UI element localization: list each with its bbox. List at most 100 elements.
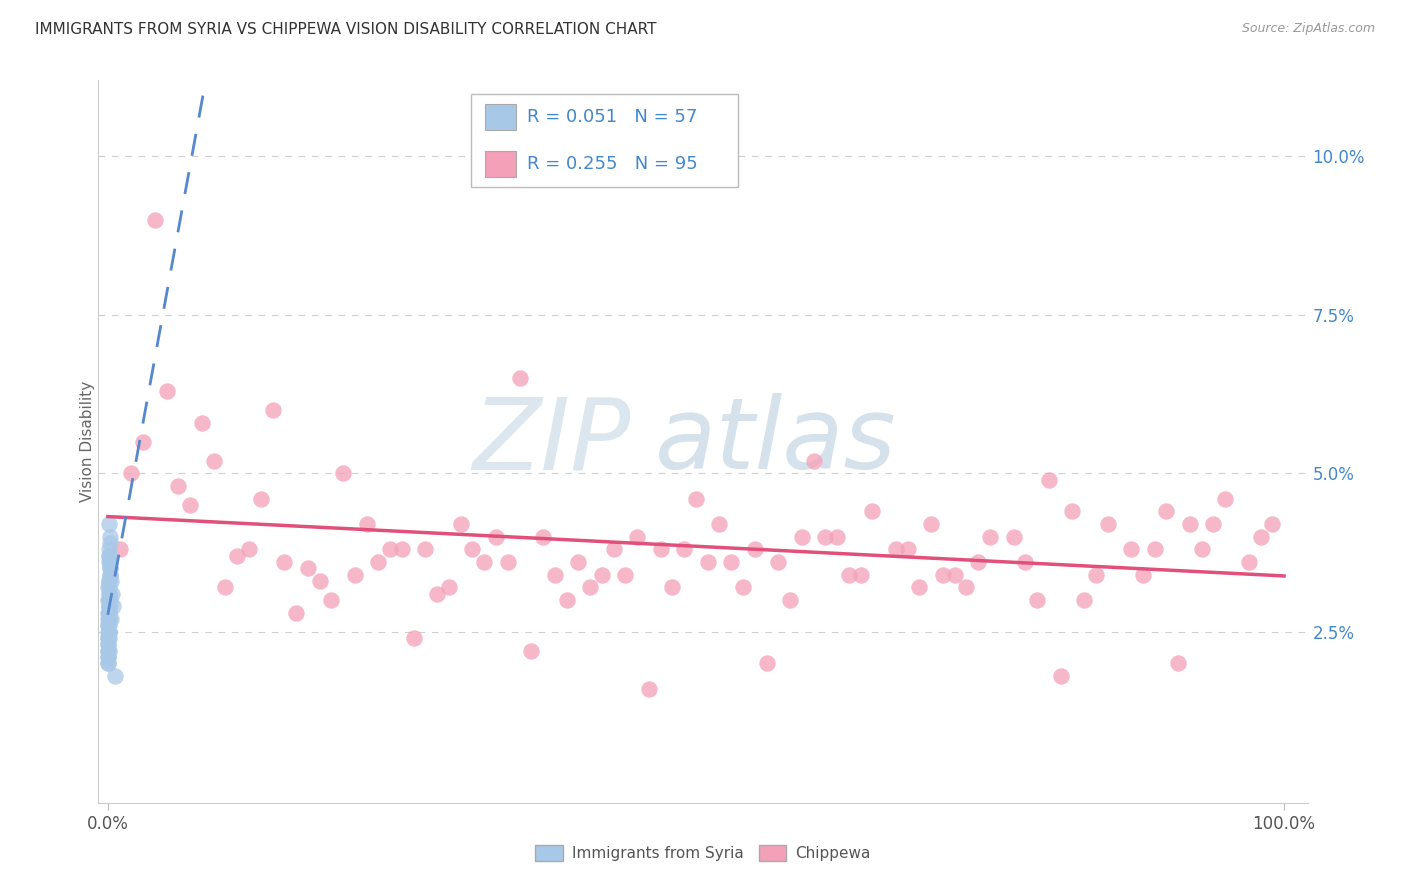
Point — [849, 567, 872, 582]
Point — [98, 606, 121, 620]
Point — [1132, 567, 1154, 582]
Point — [97, 624, 120, 639]
Point — [97, 587, 120, 601]
Point — [97, 580, 120, 594]
Point — [1049, 669, 1071, 683]
Point — [472, 555, 495, 569]
Point — [262, 402, 284, 417]
Point — [97, 574, 120, 588]
Point — [226, 549, 249, 563]
Point — [955, 580, 977, 594]
Text: ZIP: ZIP — [472, 393, 630, 490]
Point — [98, 542, 121, 557]
Point — [297, 561, 319, 575]
Point — [426, 587, 449, 601]
Point — [908, 580, 931, 594]
Point — [97, 599, 120, 614]
Point — [97, 612, 120, 626]
Point — [979, 530, 1001, 544]
Point — [884, 542, 907, 557]
Point — [202, 453, 225, 467]
Point — [249, 491, 271, 506]
Point — [496, 555, 519, 569]
Point — [156, 384, 179, 398]
Point — [273, 555, 295, 569]
Point — [555, 593, 578, 607]
Point — [97, 657, 120, 671]
Text: R = 0.255   N = 95: R = 0.255 N = 95 — [527, 155, 697, 173]
Point — [614, 567, 637, 582]
Point — [104, 669, 127, 683]
Point — [450, 516, 472, 531]
Point — [100, 574, 122, 588]
Point — [367, 555, 389, 569]
Point — [97, 650, 120, 665]
Point — [1156, 504, 1178, 518]
Point — [97, 618, 120, 632]
Point — [97, 624, 120, 639]
Point — [531, 530, 554, 544]
Point — [755, 657, 778, 671]
Point — [97, 637, 120, 651]
Point — [731, 580, 754, 594]
Point — [567, 555, 589, 569]
Point — [98, 555, 121, 569]
Point — [790, 530, 813, 544]
Text: IMMIGRANTS FROM SYRIA VS CHIPPEWA VISION DISABILITY CORRELATION CHART: IMMIGRANTS FROM SYRIA VS CHIPPEWA VISION… — [35, 22, 657, 37]
Point — [1261, 516, 1284, 531]
Point — [378, 542, 401, 557]
Point — [98, 567, 121, 582]
Point — [308, 574, 330, 588]
Point — [98, 612, 121, 626]
Point — [1084, 567, 1107, 582]
Point — [321, 593, 343, 607]
Point — [650, 542, 672, 557]
Point — [97, 650, 120, 665]
Point — [98, 606, 121, 620]
Point — [356, 516, 378, 531]
Point — [461, 542, 484, 557]
Point — [214, 580, 236, 594]
Point — [97, 612, 120, 626]
Point — [1178, 516, 1201, 531]
Point — [98, 593, 121, 607]
Point — [332, 467, 354, 481]
Point — [97, 606, 120, 620]
Point — [98, 561, 121, 575]
Text: atlas: atlas — [655, 393, 896, 490]
Point — [97, 624, 120, 639]
Point — [98, 516, 121, 531]
Point — [602, 542, 624, 557]
Point — [1202, 516, 1225, 531]
Point — [1014, 555, 1036, 569]
Point — [98, 587, 121, 601]
Point — [97, 606, 120, 620]
Point — [97, 618, 120, 632]
Point — [1250, 530, 1272, 544]
Point — [1191, 542, 1213, 557]
Point — [285, 606, 308, 620]
Point — [696, 555, 718, 569]
Point — [97, 618, 120, 632]
Point — [191, 416, 214, 430]
Point — [120, 467, 142, 481]
Point — [97, 593, 120, 607]
Point — [860, 504, 883, 518]
Point — [661, 580, 683, 594]
Point — [98, 580, 121, 594]
Point — [167, 479, 190, 493]
Point — [437, 580, 460, 594]
Point — [97, 631, 120, 645]
Point — [97, 657, 120, 671]
Point — [97, 637, 120, 651]
Point — [98, 631, 121, 645]
Point — [101, 599, 124, 614]
Point — [97, 643, 120, 657]
Point — [108, 542, 131, 557]
Point — [508, 371, 530, 385]
Point — [97, 574, 120, 588]
Point — [97, 643, 120, 657]
Point — [100, 612, 122, 626]
Y-axis label: Vision Disability: Vision Disability — [80, 381, 94, 502]
Point — [132, 434, 155, 449]
